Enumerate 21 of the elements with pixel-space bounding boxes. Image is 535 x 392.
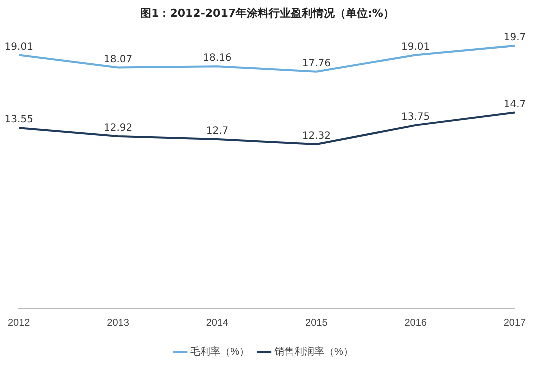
data-label: 13.55 — [4, 114, 34, 126]
data-label: 12.32 — [302, 131, 331, 142]
x-tick-label: 2014 — [206, 318, 230, 329]
legend-label: 毛利率（%） — [190, 346, 250, 358]
data-label: 12.92 — [104, 123, 133, 134]
data-label: 18.16 — [203, 53, 232, 64]
data-label: 19.01 — [402, 42, 430, 53]
data-label: 14.7 — [504, 99, 526, 110]
data-label: 19.01 — [4, 42, 34, 53]
data-label: 17.76 — [302, 58, 331, 70]
chart-title: 图1：2012-2017年涂料行业盈利情况（单位:%） — [140, 6, 396, 21]
x-tick-label: 2017 — [504, 318, 527, 329]
data-label: 18.07 — [104, 54, 133, 66]
data-label: 12.7 — [206, 126, 229, 138]
legend-label: 销售利润率（%） — [274, 346, 354, 358]
x-tick-label: 2015 — [306, 318, 328, 329]
data-label: 19.7 — [504, 32, 526, 44]
x-tick-label: 2016 — [404, 318, 428, 329]
x-tick-label: 2012 — [8, 318, 31, 329]
data-label: 13.75 — [402, 112, 430, 124]
x-tick-label: 2013 — [107, 318, 130, 329]
